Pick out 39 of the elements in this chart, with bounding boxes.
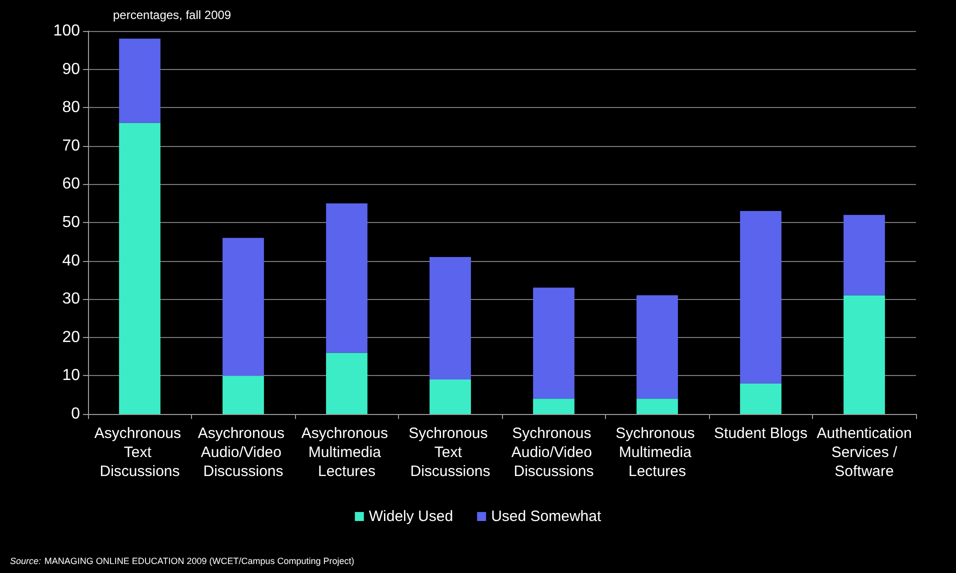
x-tick-label: Asychronous Audio/Video Discussions: [198, 425, 289, 480]
x-tick-label: Sychronous Audio/Video Discussions: [511, 425, 596, 480]
bar: [533, 398, 574, 414]
bar: [636, 295, 678, 399]
legend-label: Used Somewhat: [491, 508, 602, 525]
x-tick-label: Sychronous Multimedia Lectures: [616, 425, 699, 480]
x-tick-label: Asychronous Text Discussions: [94, 425, 186, 480]
x-tick-label: Sychronous Text Discussions: [408, 425, 492, 480]
y-tick-label: 20: [62, 328, 80, 346]
y-tick-label: 60: [62, 176, 80, 193]
y-tick-label: 70: [62, 137, 80, 154]
bar: [222, 238, 264, 376]
y-tick-label: 50: [62, 214, 80, 231]
bar: [740, 211, 782, 384]
bar: [636, 398, 678, 414]
y-tick-label: 90: [62, 60, 80, 78]
bar: [222, 376, 264, 414]
source-note: Source: MANAGING ONLINE EDUCATION 2009 (WCET/Campus Computing Project): [10, 556, 354, 566]
y-tick-label: 30: [62, 290, 80, 308]
y-tick-label: 0: [71, 406, 80, 422]
bar: [844, 295, 885, 414]
bar: [430, 380, 471, 414]
y-tick-label: 80: [62, 99, 80, 116]
bar: [326, 352, 368, 414]
x-tick-label: Authentication Services / Software: [816, 425, 912, 480]
bar: [326, 203, 368, 353]
bar: [119, 122, 160, 414]
bar: [533, 288, 574, 399]
y-tick-label: 100: [53, 22, 80, 40]
bar: [740, 383, 782, 414]
bar: [844, 214, 885, 296]
x-tick-label: Student Blogs: [714, 425, 808, 442]
x-tick-label: Asychronous Multimedia Lectures: [301, 425, 392, 480]
legend-label: Widely Used: [368, 508, 454, 525]
chart-title: percentages, fall 2009: [113, 8, 232, 22]
y-tick-label: 10: [62, 367, 80, 384]
y-tick-label: 40: [62, 252, 80, 270]
bar: [119, 38, 160, 123]
bar: [430, 256, 471, 380]
